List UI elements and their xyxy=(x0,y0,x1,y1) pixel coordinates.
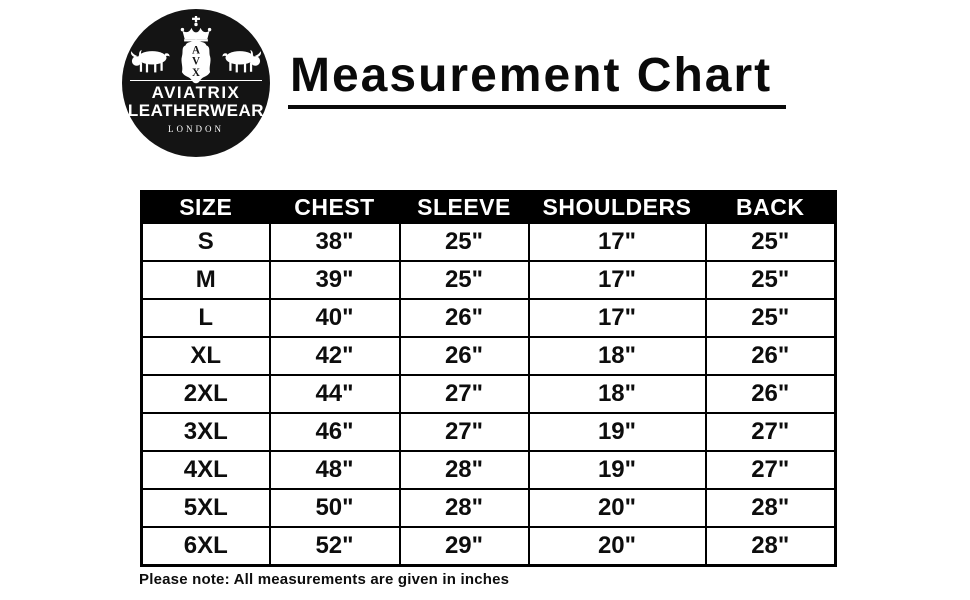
size-cell: XL xyxy=(140,336,271,376)
measurement-note: Please note: All measurements are given … xyxy=(139,571,510,588)
measurement-cell: 19" xyxy=(527,412,707,452)
header-back: BACK xyxy=(704,190,837,224)
size-cell: L xyxy=(140,298,271,338)
table-row: S 38" 25" 17" 25" xyxy=(140,222,837,262)
header-chest: CHEST xyxy=(268,190,401,224)
measurement-cell: 48" xyxy=(268,450,401,490)
measurement-cell: 27" xyxy=(704,412,837,452)
measurement-cell: 17" xyxy=(527,260,707,300)
measurement-cell: 28" xyxy=(704,526,837,567)
measurement-cell: 26" xyxy=(398,336,530,376)
table-row: M 39" 25" 17" 25" xyxy=(140,260,837,300)
measurement-table: SIZE CHEST SLEEVE SHOULDERS BACK S 38" 25"… xyxy=(140,190,837,567)
header-sleeve: SLEEVE xyxy=(398,190,530,224)
measurement-cell: 42" xyxy=(268,336,401,376)
table-row: 2XL 44" 27" 18" 26" xyxy=(140,374,837,414)
measurement-cell: 25" xyxy=(398,222,530,262)
measurement-cell: 20" xyxy=(527,488,707,528)
monogram-shield-icon: A V X xyxy=(181,38,211,84)
table-row: 3XL 46" 27" 19" 27" xyxy=(140,412,837,452)
size-cell: 2XL xyxy=(140,374,271,414)
size-cell: M xyxy=(140,260,271,300)
measurement-cell: 17" xyxy=(527,222,707,262)
brand-city: LONDON xyxy=(168,124,224,134)
monogram-letter-a: A xyxy=(192,45,200,57)
size-table-body: S 38" 25" 17" 25" M 39" 25" 17" 25" L 40" 26" 17" 25" X… xyxy=(140,222,837,567)
header-shoulders: SHOULDERS xyxy=(527,190,707,224)
bull-left-icon xyxy=(130,49,170,73)
bull-right-icon xyxy=(222,49,262,73)
size-cell: 4XL xyxy=(140,450,271,490)
brand-logo: A V X AVIATRIX LEATHERWEAR LONDON xyxy=(122,9,270,157)
size-cell: 3XL xyxy=(140,412,271,452)
measurement-cell: 28" xyxy=(704,488,837,528)
table-row: 6XL 52" 29" 20" 28" xyxy=(140,526,837,567)
measurement-cell: 25" xyxy=(398,260,530,300)
size-cell: S xyxy=(140,222,271,262)
measurement-cell: 26" xyxy=(398,298,530,338)
measurement-cell: 44" xyxy=(268,374,401,414)
measurement-cell: 26" xyxy=(704,336,837,376)
measurement-cell: 20" xyxy=(527,526,707,567)
measurement-cell: 52" xyxy=(268,526,401,567)
measurement-cell: 17" xyxy=(527,298,707,338)
measurement-cell: 39" xyxy=(268,260,401,300)
measurement-cell: 40" xyxy=(268,298,401,338)
table-row: 5XL 50" 28" 20" 28" xyxy=(140,488,837,528)
brand-name: AVIATRIX xyxy=(151,83,241,102)
measurement-cell: 29" xyxy=(398,526,530,567)
measurement-cell: 18" xyxy=(527,336,707,376)
measurement-cell: 38" xyxy=(268,222,401,262)
monogram-letter-x: X xyxy=(192,67,200,79)
measurement-cell: 46" xyxy=(268,412,401,452)
measurement-cell: 25" xyxy=(704,222,837,262)
measurement-cell: 18" xyxy=(527,374,707,414)
size-cell: 6XL xyxy=(140,526,271,567)
measurement-cell: 28" xyxy=(398,488,530,528)
table-row: 4XL 48" 28" 19" 27" xyxy=(140,450,837,490)
measurement-cell: 50" xyxy=(268,488,401,528)
measurement-cell: 25" xyxy=(704,260,837,300)
monogram-letter-v: V xyxy=(192,56,200,68)
measurement-cell: 27" xyxy=(704,450,837,490)
measurement-cell: 19" xyxy=(527,450,707,490)
table-row: XL 42" 26" 18" 26" xyxy=(140,336,837,376)
size-cell: 5XL xyxy=(140,488,271,528)
measurement-cell: 28" xyxy=(398,450,530,490)
brand-name-secondary: LEATHERWEAR xyxy=(127,101,265,120)
header-size: SIZE xyxy=(140,190,271,224)
page-title: Measurement Chart xyxy=(288,51,787,110)
measurement-cell: 26" xyxy=(704,374,837,414)
measurement-cell: 27" xyxy=(398,374,530,414)
table-row: L 40" 26" 17" 25" xyxy=(140,298,837,338)
table-header-row: SIZE CHEST SLEEVE SHOULDERS BACK xyxy=(140,190,837,224)
measurement-cell: 27" xyxy=(398,412,530,452)
measurement-cell: 25" xyxy=(704,298,837,338)
